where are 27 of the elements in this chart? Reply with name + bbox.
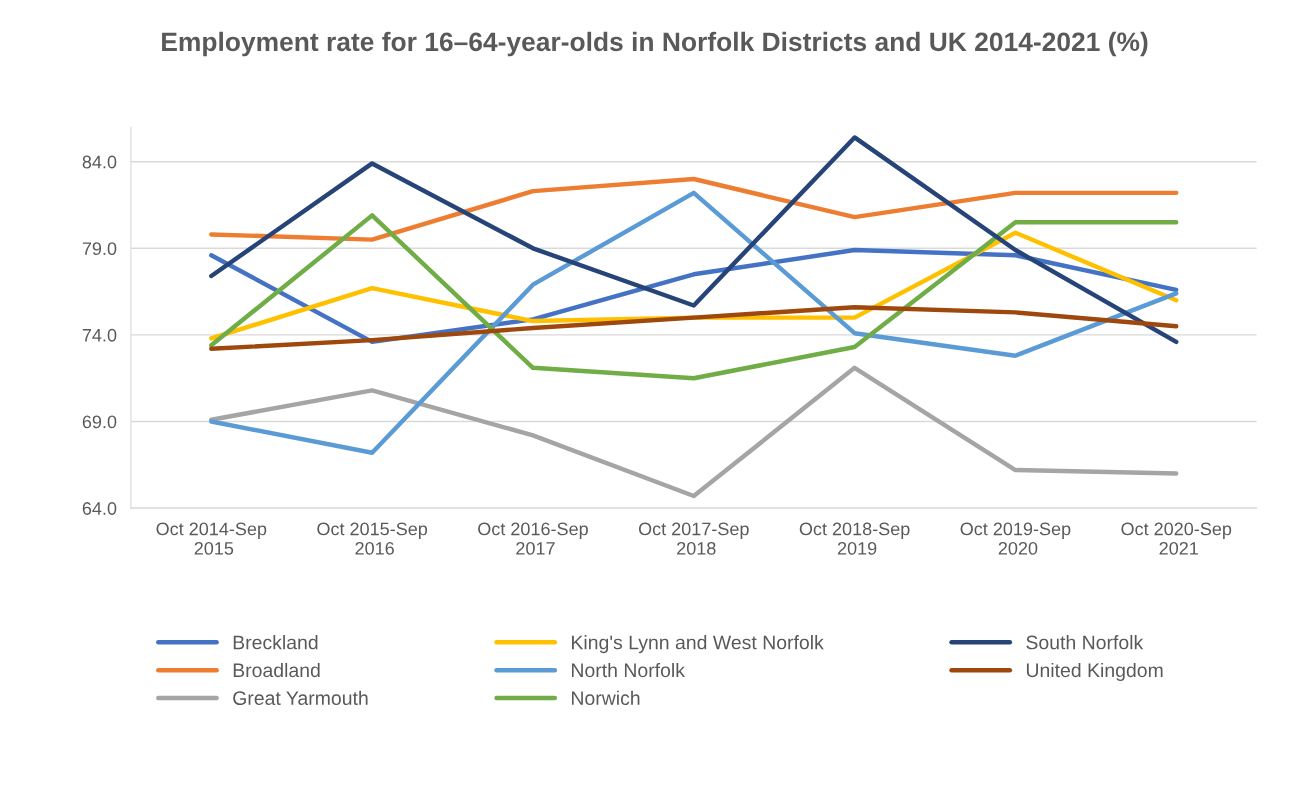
legend-label: South Norfolk	[1026, 635, 1144, 650]
line-series	[209, 190, 1179, 455]
line-series	[209, 176, 1179, 242]
y-tick-label: 64.0	[82, 502, 117, 515]
legend-label: Great Yarmouth	[233, 690, 368, 706]
x-tick-label: Oct 2019-Sep 2020	[960, 522, 1071, 555]
line-series	[209, 135, 1179, 345]
legend-label: North Norfolk	[572, 662, 685, 678]
x-tick-label: Oct 2017-Sep 2018	[638, 522, 749, 555]
x-tick-label: Oct 2018-Sep 2019	[799, 522, 910, 555]
legend-label: United Kingdom	[1026, 662, 1163, 682]
x-tick-label: Oct 2014-Sep 2015	[156, 522, 267, 555]
line-series	[209, 304, 1179, 351]
chart-title: Employment rate for 16–64-year-olds in Norfolk Districts and UK 2014-2021 (%)	[162, 31, 1148, 57]
x-tick-label: Oct 2015-Sep 2016	[317, 522, 428, 555]
legend-label: Norwich	[572, 690, 640, 706]
x-tick-label: Oct 2016-Sep 2017	[478, 522, 588, 555]
y-tick-label: 84.0	[82, 155, 117, 169]
legend-label: Broadland	[233, 662, 320, 678]
y-tick-label: 74.0	[82, 328, 117, 342]
line-series	[209, 213, 1179, 381]
x-tick-label: Oct 2020-Sep 2021	[1121, 522, 1232, 555]
line-series	[209, 365, 1179, 499]
y-tick-label: 79.0	[82, 242, 117, 256]
y-tick-label: 69.0	[82, 415, 117, 429]
legend-label: King's Lynn and West Norfolk	[572, 635, 824, 654]
legend-label: Breckland	[233, 635, 318, 650]
